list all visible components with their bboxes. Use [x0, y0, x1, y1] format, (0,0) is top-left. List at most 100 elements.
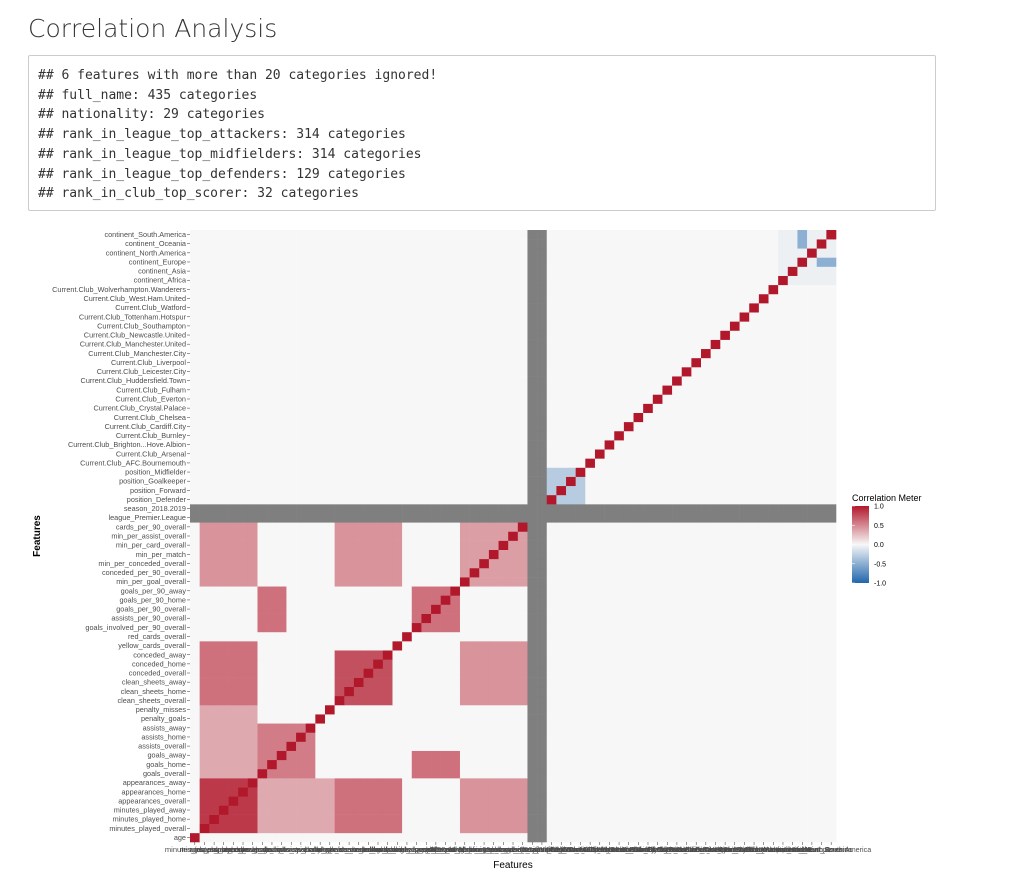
heatmap-cell: [729, 403, 740, 413]
heatmap-cell: [787, 257, 798, 267]
heatmap-cell: [566, 239, 576, 249]
heatmap-cell: [257, 275, 268, 286]
heatmap-cell: [517, 458, 528, 468]
heatmap-cell: [488, 476, 499, 487]
heatmap-cell: [209, 339, 220, 350]
heatmap-cell: [508, 275, 519, 286]
heatmap-cell: [517, 641, 528, 651]
heatmap-cell: [440, 467, 451, 477]
heatmap-cell: [218, 650, 229, 660]
heatmap-cell: [594, 330, 605, 340]
heatmap-cell: [431, 586, 441, 596]
heatmap-cell: [199, 686, 210, 697]
heatmap-cell: [344, 312, 355, 322]
heatmap-cell: [701, 412, 711, 423]
heatmap-cell: [324, 275, 335, 286]
heatmap-cell: [450, 714, 461, 724]
heatmap-cell: [826, 266, 837, 276]
heatmap-cell: [566, 522, 576, 532]
heatmap-cell: [585, 595, 596, 605]
x-tick-label: position_Forward: [532, 845, 590, 854]
heatmap-cell: [816, 230, 827, 240]
heatmap-cell: [421, 741, 432, 751]
heatmap-cell: [353, 650, 364, 660]
heatmap-cell: [594, 522, 605, 532]
heatmap-cell: [334, 504, 345, 514]
heatmap-cell: [469, 230, 480, 240]
heatmap-cell: [546, 412, 557, 423]
heatmap-cell: [459, 823, 470, 834]
heatmap-cell: [276, 357, 287, 368]
heatmap-cell: [816, 695, 827, 706]
heatmap-cell: [672, 412, 683, 423]
heatmap-cell: [315, 467, 326, 477]
heatmap-cell: [594, 768, 605, 779]
heatmap-cell: [315, 348, 326, 359]
heatmap-cell: [267, 832, 278, 843]
heatmap-cell: [286, 796, 297, 806]
heatmap-cell: [459, 759, 470, 770]
heatmap-cell: [488, 723, 499, 733]
heatmap-cell: [305, 741, 316, 751]
heatmap-cell: [614, 650, 625, 660]
heatmap-cell: [816, 485, 827, 496]
heatmap-cell: [190, 832, 200, 843]
heatmap-cell: [373, 641, 384, 651]
heatmap-cell: [402, 631, 413, 642]
heatmap-cell: [296, 321, 306, 331]
heatmap-cell: [758, 558, 769, 569]
heatmap-cell: [373, 622, 384, 633]
heatmap-cell: [238, 714, 249, 724]
heatmap-cell: [324, 723, 335, 733]
heatmap-cell: [276, 257, 287, 267]
heatmap-cell: [296, 750, 306, 761]
heatmap-cell: [537, 412, 548, 423]
heatmap-cell: [238, 230, 249, 240]
heatmap-cell: [498, 522, 509, 532]
heatmap-cell: [768, 814, 779, 825]
heatmap-cell: [488, 504, 499, 514]
heatmap-cell: [575, 787, 586, 797]
heatmap-cell: [787, 485, 798, 496]
heatmap-cell: [594, 312, 605, 322]
heatmap-cell: [411, 357, 422, 368]
heatmap-cell: [652, 768, 663, 779]
heatmap-cell: [739, 266, 750, 276]
heatmap-cell: [778, 257, 789, 267]
heatmap-cell: [276, 476, 287, 487]
heatmap-cell: [440, 376, 451, 386]
heatmap-cell: [729, 814, 740, 825]
heatmap-cell: [758, 604, 769, 614]
heatmap-cell: [778, 677, 789, 688]
heatmap-cell: [382, 567, 393, 578]
heatmap-cell: [247, 357, 258, 368]
heatmap-cell: [729, 558, 740, 569]
heatmap-cell: [286, 787, 297, 797]
heatmap-cell: [575, 449, 586, 459]
heatmap-cell: [672, 257, 683, 267]
heatmap-cell: [344, 494, 355, 505]
heatmap-cell: [575, 266, 586, 276]
heatmap-cell: [296, 659, 306, 669]
heatmap-cell: [469, 604, 480, 614]
heatmap-cell: [402, 522, 413, 532]
heatmap-cell: [701, 549, 711, 560]
console-output: ## 6 features with more than 20 categori…: [28, 55, 936, 211]
heatmap-cell: [450, 403, 461, 413]
heatmap-cell: [508, 558, 519, 569]
heatmap-cell: [286, 430, 297, 441]
heatmap-cell: [749, 622, 760, 633]
heatmap-cell: [353, 805, 364, 815]
heatmap-cell: [672, 275, 683, 286]
heatmap-cell: [296, 275, 306, 286]
heatmap-cell: [190, 394, 200, 404]
heatmap-cell: [469, 248, 480, 258]
heatmap-cell: [537, 750, 548, 761]
heatmap-cell: [537, 622, 548, 633]
heatmap-cell: [797, 668, 808, 678]
heatmap-cell: [614, 741, 625, 751]
heatmap-cell: [672, 723, 683, 733]
heatmap-cell: [739, 367, 750, 377]
heatmap-cell: [392, 303, 403, 313]
heatmap-cell: [373, 321, 384, 331]
